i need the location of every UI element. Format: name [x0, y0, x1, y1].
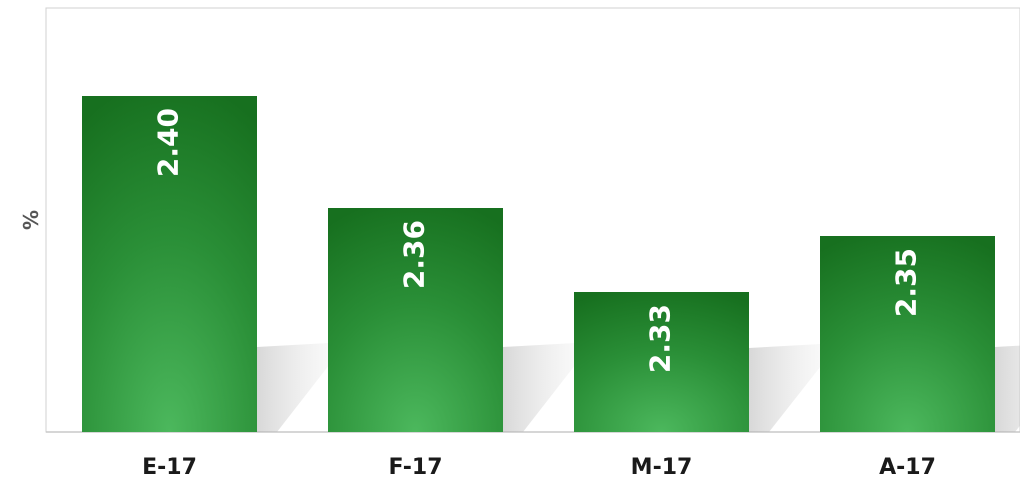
- value-label: 2.40: [152, 108, 185, 177]
- category-label: M-17: [631, 455, 693, 480]
- bar-shadows: [257, 342, 1020, 432]
- y-axis-label: %: [19, 210, 43, 230]
- category-labels: E-17 F-17 M-17 A-17: [142, 455, 936, 480]
- bar-E-17: [82, 96, 257, 432]
- category-label: E-17: [142, 455, 197, 480]
- bar-F-17: [328, 208, 503, 432]
- value-label: 2.35: [890, 248, 923, 317]
- bar-shadow: [749, 343, 839, 432]
- category-label: A-17: [879, 455, 936, 480]
- value-labels: 2.40 2.36 2.33 2.35: [152, 108, 923, 373]
- category-label: F-17: [388, 455, 442, 480]
- value-label: 2.36: [398, 220, 431, 289]
- bar-shadow: [995, 345, 1020, 432]
- bars: [82, 96, 995, 432]
- bar-M-17: [574, 292, 749, 432]
- bar-A-17: [820, 236, 995, 432]
- bar-shadow: [257, 342, 347, 432]
- value-label: 2.33: [644, 304, 677, 373]
- bar-shadow: [503, 342, 593, 432]
